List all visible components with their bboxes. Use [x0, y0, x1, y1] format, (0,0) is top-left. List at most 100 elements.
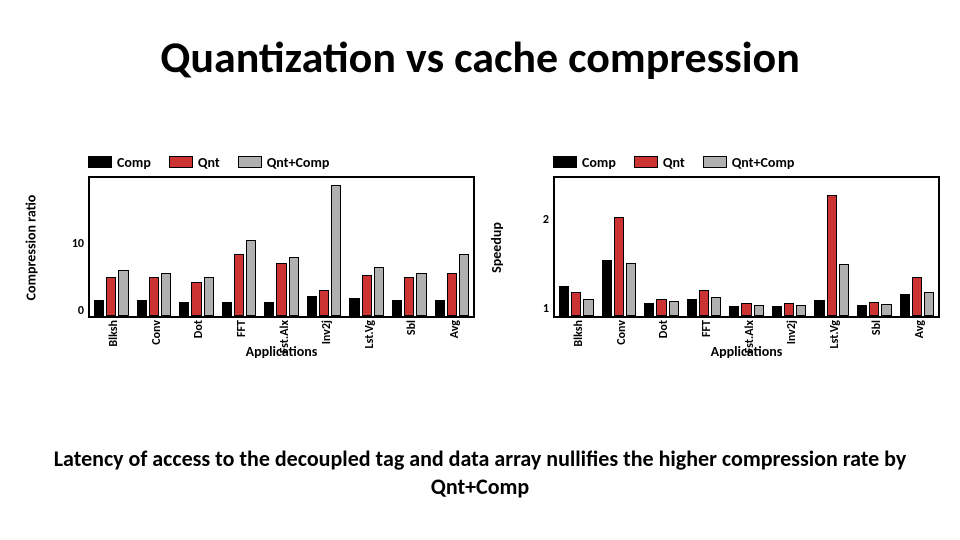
bar-group: Dot	[175, 178, 218, 316]
bar-group: Fst.Alx	[725, 178, 768, 316]
bar	[827, 195, 837, 316]
bar-groups-left: BlkshConvDotFFTFst.AlxInv2jLst.VgSblAvg	[90, 178, 473, 316]
bar	[264, 302, 274, 316]
legend-label: Qnt+Comp	[732, 154, 795, 171]
bar	[435, 300, 445, 316]
xtick: Inv2j	[320, 320, 334, 344]
legend-item: Qnt	[169, 154, 220, 171]
bar	[626, 263, 636, 316]
bar-groups-right: BlkshConvDotFFTFst.AlxInv2jLst.VgSblAvg	[555, 178, 938, 316]
bar	[881, 304, 891, 316]
bar	[349, 298, 359, 316]
bar	[307, 296, 317, 316]
xtick: Inv2j	[785, 320, 799, 344]
legend-swatch	[553, 156, 577, 168]
charts-row: CompQntQnt+Comp Compression ratio 010 Bl…	[20, 150, 940, 360]
legend-label: Comp	[117, 154, 151, 171]
bar	[741, 303, 751, 316]
ylabel-right: Speedup	[485, 176, 507, 318]
bar	[331, 185, 341, 316]
bar-group: Fst.Alx	[260, 178, 303, 316]
legend-label: Qnt	[663, 154, 685, 171]
ytick: 10	[72, 237, 84, 251]
bar-group: FFT	[683, 178, 726, 316]
bar	[869, 302, 879, 316]
xtick: Avg	[448, 320, 462, 338]
slide-title: Quantization vs cache compression	[0, 30, 960, 84]
xtick: Sbl	[870, 320, 884, 335]
legend-swatch	[238, 156, 262, 168]
legend-label: Qnt	[198, 154, 220, 171]
bar	[699, 290, 709, 316]
bar	[276, 263, 286, 316]
legend-label: Comp	[582, 154, 616, 171]
legend-left: Comp Qnt Qnt+Comp	[88, 150, 475, 174]
bar	[149, 277, 159, 316]
speedup-panel: CompQntQnt+Comp Speedup 12 BlkshConvDotF…	[485, 150, 940, 360]
bar	[656, 299, 666, 316]
legend-item: Qnt+Comp	[703, 154, 795, 171]
bar	[222, 302, 232, 316]
bar	[839, 264, 849, 316]
bar	[924, 292, 934, 316]
xtick: Avg	[913, 320, 927, 338]
bar	[246, 240, 256, 316]
xtick: FFT	[700, 320, 714, 337]
bar	[687, 299, 697, 316]
xtick: Conv	[150, 320, 164, 345]
bar	[191, 282, 201, 316]
bar	[559, 286, 569, 316]
bar	[392, 300, 402, 316]
xtick: Sbl	[405, 320, 419, 335]
bar-group: Inv2j	[303, 178, 346, 316]
bar	[602, 260, 612, 316]
bar-group: Conv	[133, 178, 176, 316]
ytick: 0	[78, 304, 84, 318]
bar-group: Conv	[598, 178, 641, 316]
bar-group: FFT	[218, 178, 261, 316]
bar	[161, 273, 171, 316]
ytick: 1	[543, 302, 549, 316]
legend-swatch	[169, 156, 193, 168]
bar	[772, 306, 782, 316]
caption: Latency of access to the decoupled tag a…	[40, 445, 920, 500]
bar	[204, 277, 214, 316]
ytick: 2	[543, 213, 549, 227]
bar-group: Sbl	[388, 178, 431, 316]
plot-wrap-left: 0 10 BlkshConvDotFFTFst.AlxInv2jLst.VgSbl…	[62, 176, 475, 318]
bar-group: Avg	[431, 178, 474, 316]
bar-group: Lst.Vg	[810, 178, 853, 316]
plot-left: BlkshConvDotFFTFst.AlxInv2jLst.VgSblAvg	[88, 176, 475, 318]
bar-group: Avg	[896, 178, 939, 316]
bar-group: Inv2j	[768, 178, 811, 316]
legend-swatch	[634, 156, 658, 168]
bar	[644, 303, 654, 316]
bar	[289, 257, 299, 316]
legend-right: Comp Qnt Qnt+Comp	[553, 150, 940, 174]
bar	[614, 217, 624, 316]
xtick: Dot	[192, 320, 206, 338]
bar	[319, 290, 329, 316]
xlabel-right: Applications	[553, 343, 940, 360]
xlabel-left: Applications	[88, 343, 475, 360]
legend-label: Qnt+Comp	[267, 154, 330, 171]
plot-right: BlkshConvDotFFTFst.AlxInv2jLst.VgSblAvg	[553, 176, 940, 318]
bar	[404, 277, 414, 316]
legend-item: Comp	[553, 154, 616, 171]
yticks-right: 12	[527, 176, 551, 318]
bar	[459, 254, 469, 316]
compression-ratio-panel: CompQntQnt+Comp Compression ratio 010 Bl…	[20, 150, 475, 360]
bar	[711, 297, 721, 316]
bar	[447, 273, 457, 316]
bar	[362, 275, 372, 316]
legend-swatch	[88, 156, 112, 168]
bar	[796, 305, 806, 316]
bar-group: Blksh	[90, 178, 133, 316]
bar	[857, 305, 867, 316]
legend-swatch	[703, 156, 727, 168]
bar	[729, 306, 739, 316]
bar	[814, 300, 824, 316]
bar-group: Blksh	[555, 178, 598, 316]
bar	[669, 301, 679, 316]
bar	[374, 267, 384, 316]
